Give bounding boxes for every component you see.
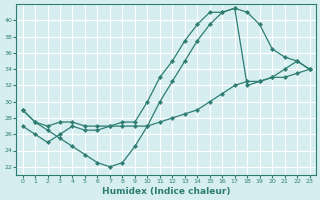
X-axis label: Humidex (Indice chaleur): Humidex (Indice chaleur) (102, 187, 230, 196)
